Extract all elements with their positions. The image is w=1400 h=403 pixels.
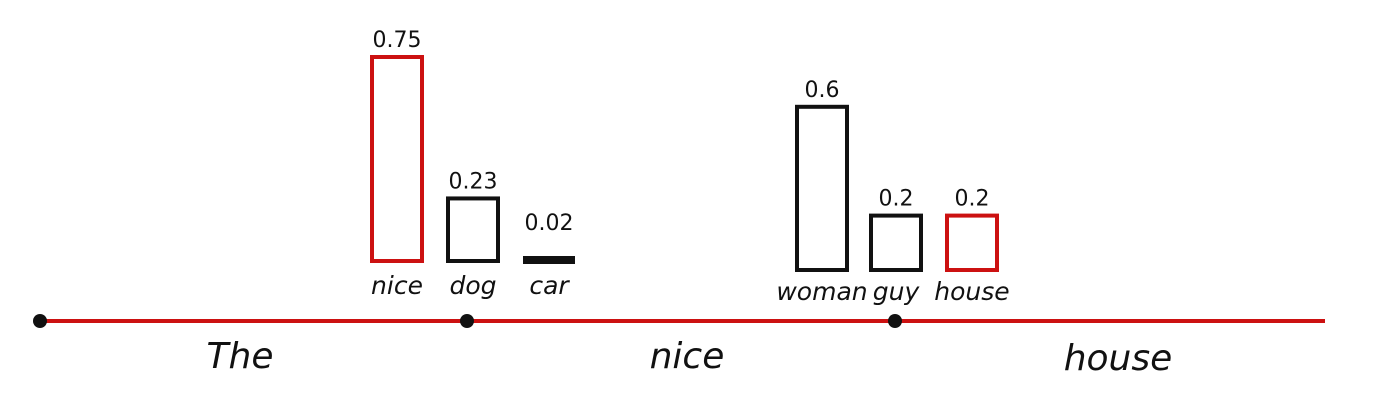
- timeline-node: [888, 314, 902, 328]
- candidate-label-guy: guy: [873, 277, 921, 306]
- value-label-car: 0.02: [525, 211, 574, 236]
- bar-woman: [795, 104, 849, 272]
- token-label-nice: nice: [650, 336, 725, 377]
- token-label-the: The: [207, 336, 274, 377]
- value-label-nice: 0.75: [373, 28, 422, 53]
- candidate-label-woman: woman: [776, 277, 867, 306]
- candidate-bars: 0.75 nice 0.23 dog 0.02 car 0.6 woman 0.2 guy 0.2 h…: [370, 28, 1010, 306]
- value-label-guy: 0.2: [879, 187, 914, 212]
- timeline-node: [33, 314, 47, 328]
- candidate-label-dog: dog: [449, 271, 496, 300]
- bar-car: [523, 256, 575, 264]
- candidate-label-car: car: [529, 271, 570, 300]
- timeline-node: [460, 314, 474, 328]
- value-label-dog: 0.23: [449, 169, 498, 194]
- candidate-label-nice: nice: [371, 271, 423, 300]
- value-label-woman: 0.6: [805, 78, 840, 103]
- bar-house: [945, 213, 999, 273]
- candidate-label-house: house: [934, 277, 1009, 306]
- bar-nice: [370, 55, 424, 263]
- bar-dog: [446, 196, 500, 264]
- bar-guy: [869, 213, 923, 273]
- value-label-house: 0.2: [955, 187, 990, 212]
- token-label-house: house: [1064, 338, 1173, 379]
